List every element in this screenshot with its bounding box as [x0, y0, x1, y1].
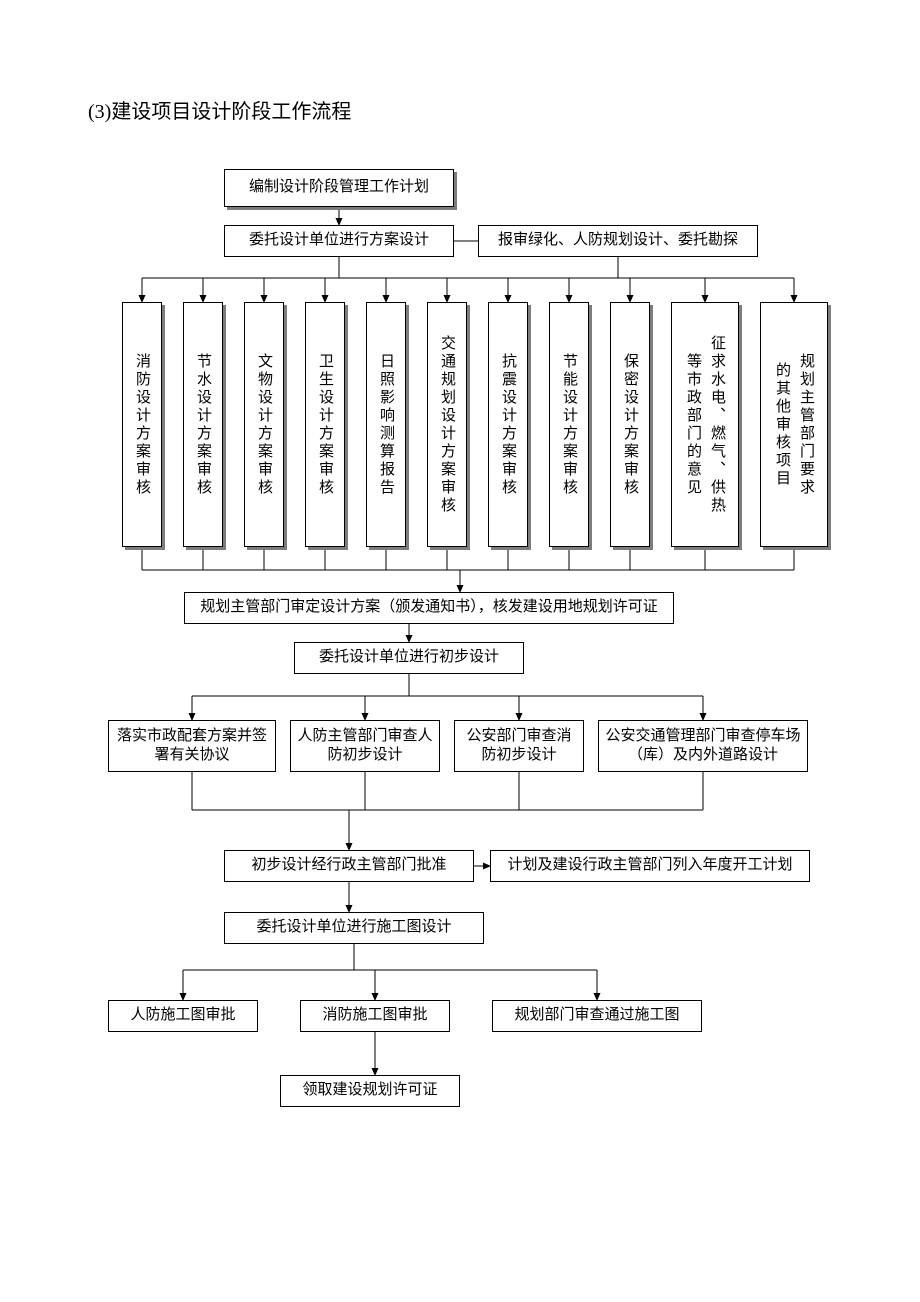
- vnode-v1: 消防设计方案审核: [122, 302, 162, 547]
- node-n10: 初步设计经行政主管部门批准: [224, 850, 474, 882]
- vnode-v7: 抗震设计方案审核: [488, 302, 528, 547]
- node-n13: 人防施工图审批: [108, 1000, 258, 1032]
- vtext: 交通规划设计方案审核: [435, 335, 459, 515]
- vtext: 的其他审核项目: [770, 362, 794, 488]
- node-n8: 公安部门审查消防初步设计: [454, 720, 584, 772]
- vtext: 日照影响测算报告: [374, 353, 398, 497]
- vtext: 征求水电、燃气、供热: [705, 335, 729, 515]
- node-n14: 消防施工图审批: [300, 1000, 450, 1032]
- vnode-v4: 卫生设计方案审核: [305, 302, 345, 547]
- vtext: 等市政部门的意见: [681, 353, 705, 497]
- vtext: 保密设计方案审核: [618, 353, 642, 497]
- node-n9: 公安交通管理部门审查停车场（库）及内外道路设计: [598, 720, 808, 772]
- vnode-v3: 文物设计方案审核: [244, 302, 284, 547]
- node-n6: 落实市政配套方案并签署有关协议: [108, 720, 276, 772]
- node-n5: 委托设计单位进行初步设计: [294, 642, 524, 674]
- vnode-v11: 的其他审核项目 规划主管部门要求: [760, 302, 828, 547]
- node-n11: 计划及建设行政主管部门列入年度开工计划: [490, 850, 810, 882]
- vnode-v10: 等市政部门的意见 征求水电、燃气、供热: [671, 302, 739, 547]
- vtext: 抗震设计方案审核: [496, 353, 520, 497]
- node-n2: 委托设计单位进行方案设计: [224, 225, 454, 257]
- vnode-v8: 节能设计方案审核: [549, 302, 589, 547]
- vtext: 节水设计方案审核: [191, 353, 215, 497]
- page-title: (3)建设项目设计阶段工作流程: [88, 95, 351, 124]
- node-n1: 编制设计阶段管理工作计划: [224, 169, 454, 207]
- node-n15: 规划部门审查通过施工图: [492, 1000, 702, 1032]
- node-n4: 规划主管部门审定设计方案（颁发通知书），核发建设用地规划许可证: [184, 592, 674, 624]
- vnode-v9: 保密设计方案审核: [610, 302, 650, 547]
- vnode-v2: 节水设计方案审核: [183, 302, 223, 547]
- vtext: 节能设计方案审核: [557, 353, 581, 497]
- vtext: 卫生设计方案审核: [313, 353, 337, 497]
- vtext: 消防设计方案审核: [130, 353, 154, 497]
- vnode-v5: 日照影响测算报告: [366, 302, 406, 547]
- node-n16: 领取建设规划许可证: [280, 1075, 460, 1107]
- vnode-v6: 交通规划设计方案审核: [427, 302, 467, 547]
- node-n3: 报审绿化、人防规划设计、委托勘探: [478, 225, 758, 257]
- flowchart-page: (3)建设项目设计阶段工作流程: [0, 0, 920, 1302]
- node-n7: 人防主管部门审查人防初步设计: [290, 720, 440, 772]
- vtext: 规划主管部门要求: [794, 353, 818, 497]
- vtext: 文物设计方案审核: [252, 353, 276, 497]
- node-n12: 委托设计单位进行施工图设计: [224, 912, 484, 944]
